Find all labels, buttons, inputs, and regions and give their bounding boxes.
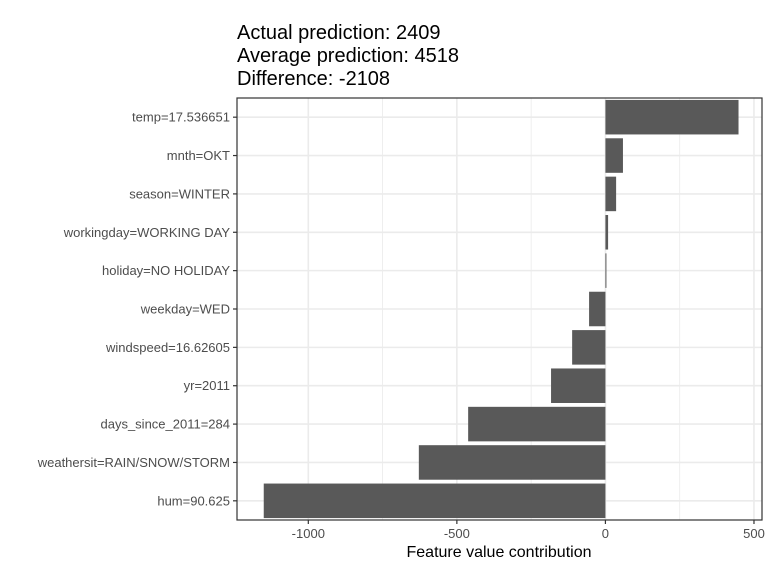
bar-layer xyxy=(263,99,739,519)
axis-layer: temp=17.536651 mnth=OKT season=WINTER worki… xyxy=(37,97,765,541)
bar-1 xyxy=(605,99,739,135)
bar-5 xyxy=(605,253,607,288)
x-axis-title: Feature value contribution xyxy=(407,544,592,561)
y-tick-label: weathersit=RAIN/SNOW/STORM xyxy=(37,455,230,470)
x-tick-label: -1000 xyxy=(292,526,325,541)
bar-2 xyxy=(605,138,623,173)
y-tick-label: windspeed=16.62605 xyxy=(105,340,230,355)
y-tick-label: temp=17.536651 xyxy=(132,110,230,125)
y-tick-label: weekday=WED xyxy=(140,302,230,317)
y-tick-label: holiday=NO HOLIDAY xyxy=(102,263,230,278)
title-line-difference: Difference: -2108 xyxy=(237,68,391,90)
bar-4 xyxy=(605,215,609,250)
x-tick-label: 500 xyxy=(743,526,765,541)
y-tick-label: hum=90.625 xyxy=(157,493,230,508)
y-tick-label: mnth=OKT xyxy=(167,148,230,163)
y-tick-label: season=WINTER xyxy=(129,186,230,201)
bar-8 xyxy=(551,368,606,403)
bar-6 xyxy=(589,291,606,327)
y-tick-label: yr=2011 xyxy=(184,378,230,393)
bar-11 xyxy=(263,483,606,519)
bar-7 xyxy=(572,330,606,365)
x-tick-label: 0 xyxy=(602,526,609,541)
bar-9 xyxy=(468,406,606,442)
title-line-actual: Actual prediction: 2409 xyxy=(237,22,441,44)
title-line-average: Average prediction: 4518 xyxy=(237,45,460,67)
y-tick-label: workingday=WORKING DAY xyxy=(63,225,231,240)
y-tick-label: days_since_2011=284 xyxy=(100,417,230,432)
x-tick-label: -500 xyxy=(444,526,470,541)
bar-3 xyxy=(605,176,617,212)
bar-10 xyxy=(418,445,606,480)
